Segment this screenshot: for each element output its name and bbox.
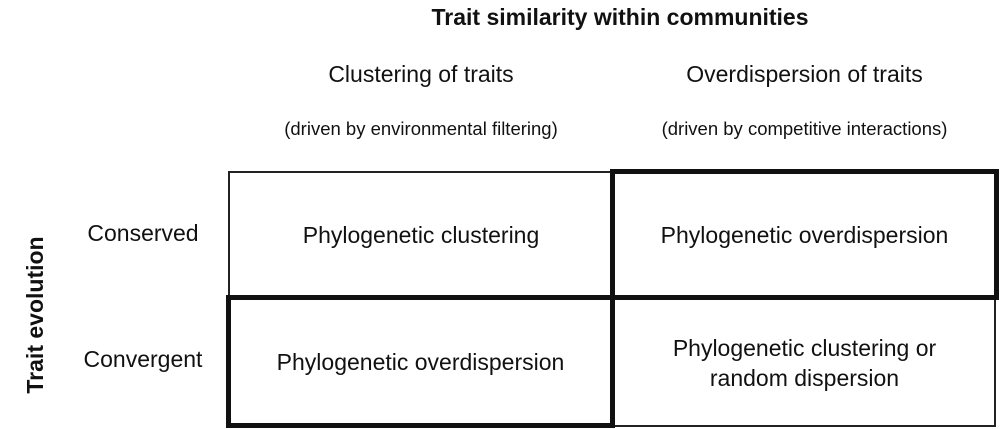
row-axis-title: Trait evolution: [22, 236, 48, 394]
cell-convergent-clustering: Phylogenetic overdispersion: [226, 295, 615, 428]
cell-text: Phylogenetic clustering or random disper…: [672, 334, 937, 391]
row-heading-conserved: Conserved: [87, 220, 199, 246]
cell-conserved-overdispersion: Phylogenetic overdispersion: [610, 169, 999, 300]
diagram-title: Trait similarity within communities: [431, 4, 809, 30]
cell-conserved-clustering: Phylogenetic clustering: [228, 171, 614, 299]
column-heading-overdispersion: Overdispersion of traits: [686, 61, 923, 87]
cell-convergent-overdispersion: Phylogenetic clustering or random disper…: [613, 298, 996, 427]
column-subheading-overdispersion: (driven by competitive interactions): [661, 118, 948, 139]
cell-text: Phylogenetic overdispersion: [660, 221, 949, 248]
cell-text: Phylogenetic overdispersion: [276, 348, 565, 375]
cell-text: Phylogenetic clustering: [302, 222, 540, 248]
column-subheading-clustering: (driven by environmental filtering): [284, 118, 558, 139]
row-heading-convergent: Convergent: [83, 346, 203, 372]
column-heading-clustering: Clustering of traits: [328, 61, 514, 87]
